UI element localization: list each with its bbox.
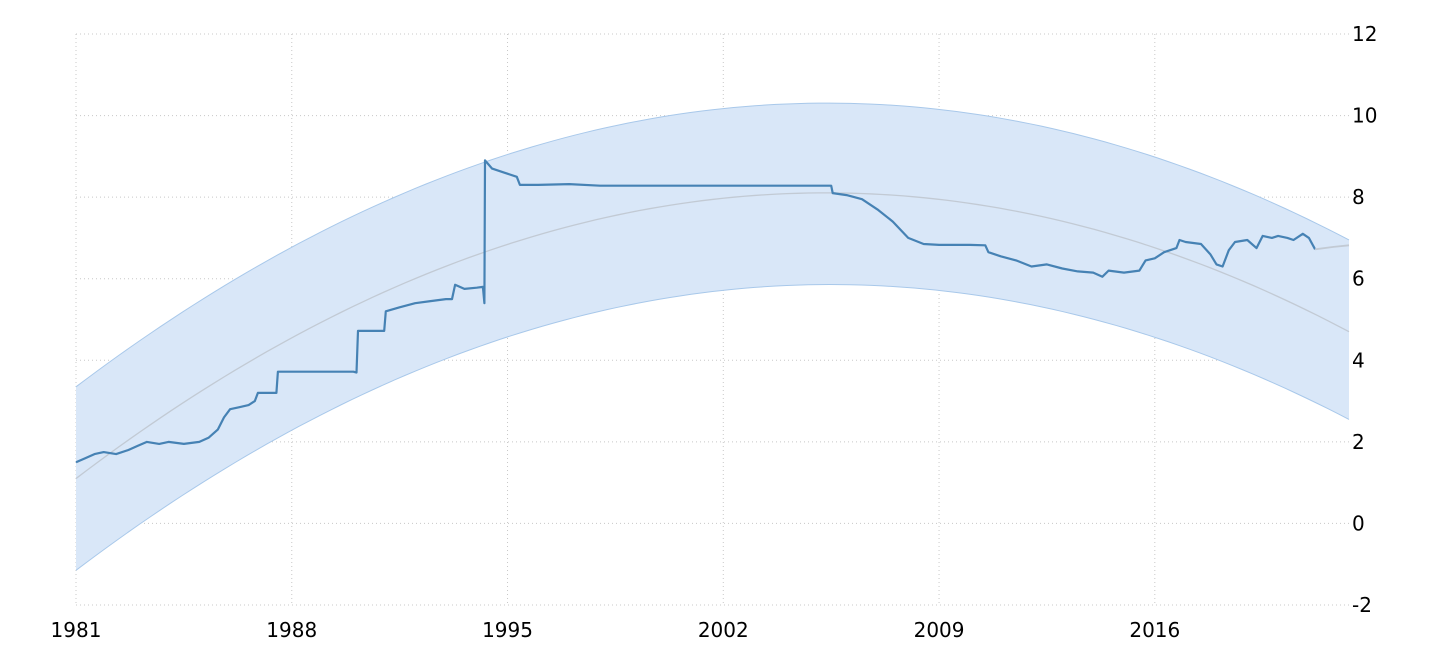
y-tick-label: 8	[1352, 185, 1365, 209]
confidence-band	[75, 102, 1350, 571]
x-tick-label: 1981	[51, 618, 102, 642]
band-lower-edge	[75, 284, 1350, 571]
trend-line	[75, 192, 1350, 480]
trend-curve	[75, 192, 1350, 480]
y-tick-label: 2	[1352, 430, 1365, 454]
x-axis-tick-labels: 1981 1988 1995 2002 2009 2016	[51, 618, 1181, 642]
y-tick-label: 10	[1352, 104, 1377, 128]
y-tick-label: 12	[1352, 22, 1377, 46]
x-tick-label: 2009	[914, 618, 965, 642]
x-tick-label: 2002	[698, 618, 749, 642]
y-tick-label: 0	[1352, 511, 1365, 535]
y-tick-label: 6	[1352, 267, 1365, 291]
forecast-line	[1314, 244, 1350, 251]
band-area	[76, 103, 1349, 571]
band-upper-edge	[75, 102, 1350, 388]
data-series	[75, 159, 1350, 464]
y-tick-label: -2	[1352, 593, 1372, 617]
series-line	[75, 159, 1317, 464]
x-tick-label: 1995	[482, 618, 533, 642]
y-axis-tick-labels: 12 10 8 6 4 2 0 -2	[1352, 22, 1377, 617]
x-tick-label: 2016	[1129, 618, 1180, 642]
y-tick-label: 4	[1352, 348, 1365, 372]
x-tick-label: 1988	[266, 618, 317, 642]
